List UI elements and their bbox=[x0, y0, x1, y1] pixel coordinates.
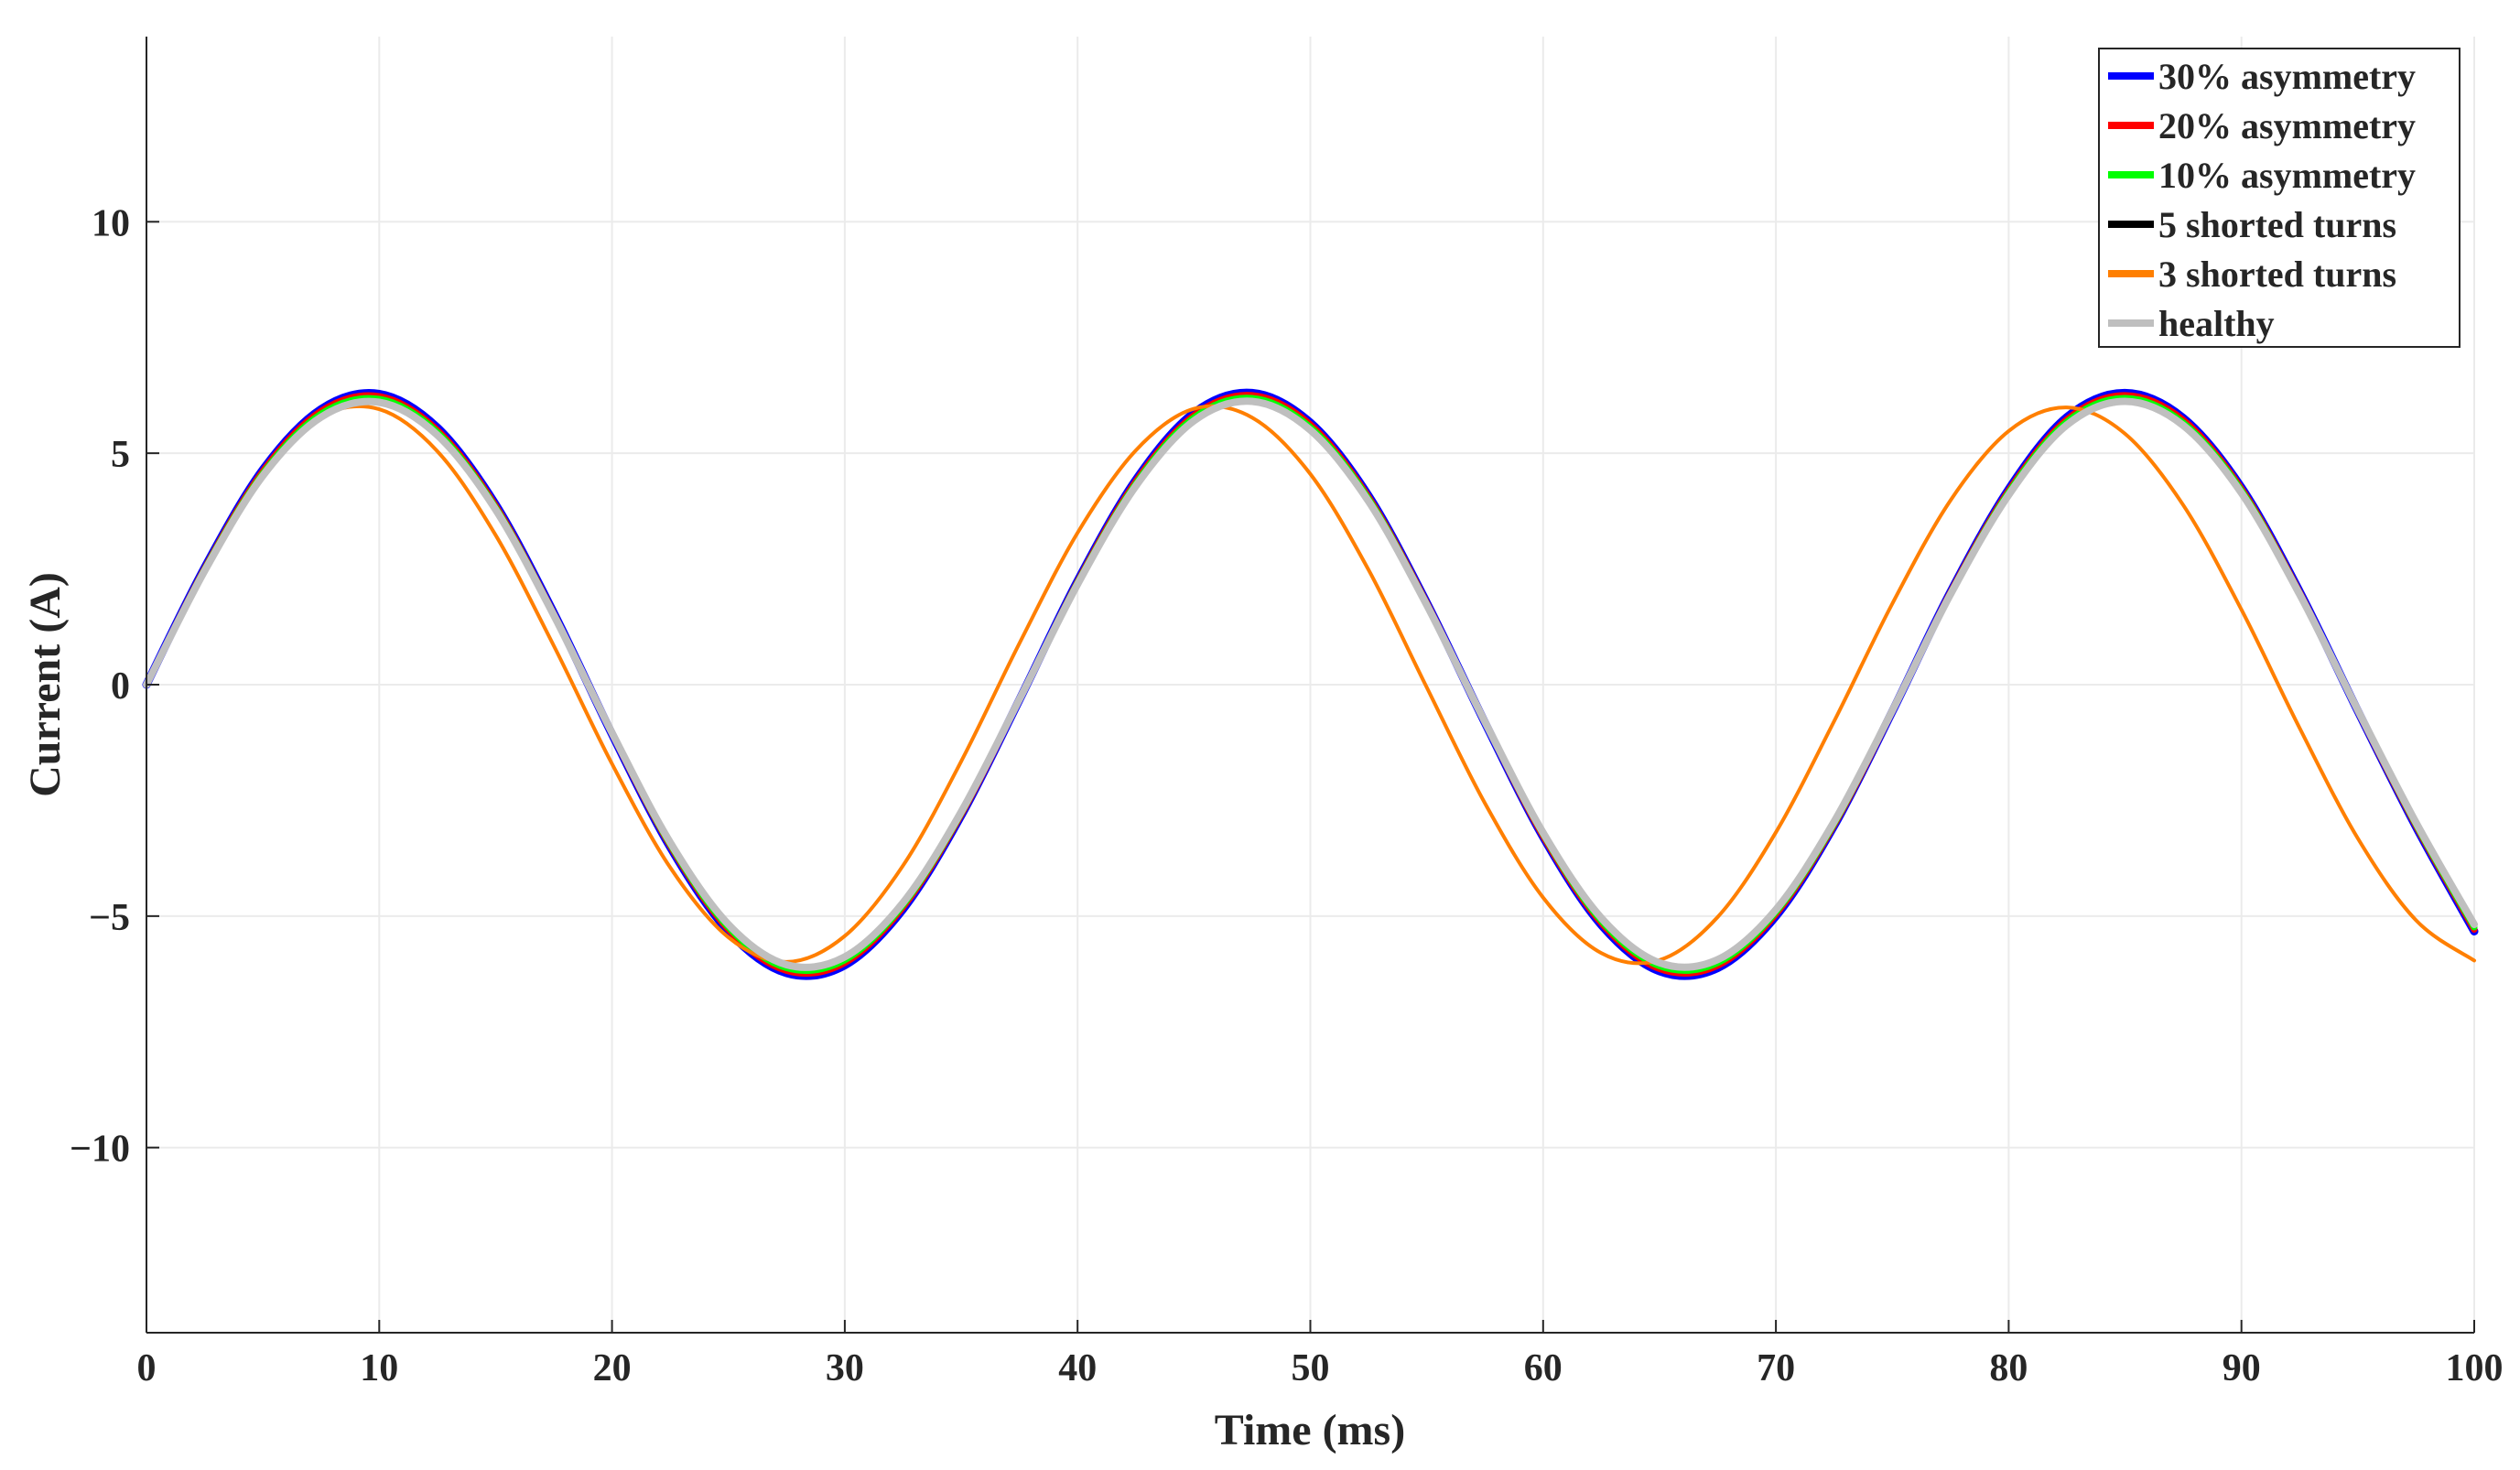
x-tick-label: 90 bbox=[2223, 1347, 2261, 1389]
legend-label-30-asymmetry: 30% asymmetry bbox=[2158, 56, 2416, 97]
x-tick-label: 20 bbox=[593, 1347, 632, 1389]
series-line-healthy bbox=[143, 397, 2478, 971]
legend-box bbox=[2098, 48, 2461, 348]
y-tick-label: 5 bbox=[111, 434, 130, 476]
x-tick-label: 0 bbox=[137, 1347, 157, 1389]
legend-label-20-asymmetry: 20% asymmetry bbox=[2158, 105, 2416, 146]
series-line-3-shorted-turns bbox=[145, 404, 2476, 966]
legend-label-10-asymmetry: 10% asymmetry bbox=[2158, 155, 2416, 196]
x-tick-label: 100 bbox=[2446, 1347, 2504, 1389]
x-tick-label: 70 bbox=[1757, 1347, 1795, 1389]
x-tick-label: 60 bbox=[1524, 1347, 1563, 1389]
x-tick-label: 10 bbox=[360, 1347, 398, 1389]
x-tick-label: 80 bbox=[1989, 1347, 2028, 1389]
y-axis-label: Current (A) bbox=[21, 572, 70, 797]
y-tick-label: −10 bbox=[70, 1129, 130, 1171]
y-ticks: −10 −5 0 5 10 bbox=[70, 202, 159, 1171]
x-tick-label: 40 bbox=[1058, 1347, 1097, 1389]
x-tick-label: 50 bbox=[1292, 1347, 1330, 1389]
series-lines bbox=[142, 388, 2479, 980]
y-tick-label: 0 bbox=[111, 665, 130, 708]
x-ticks: 0 10 20 30 40 50 60 70 80 90 100 bbox=[137, 1320, 2504, 1389]
x-axis-label: Time (ms) bbox=[1215, 1406, 1405, 1454]
legend-label-5-shorted-turns: 5 shorted turns bbox=[2158, 204, 2396, 245]
legend-label-healthy: healthy bbox=[2158, 303, 2275, 344]
legend: 30% asymmetry 20% asymmetry 10% asymmetry 5… bbox=[2098, 48, 2461, 348]
x-tick-label: 30 bbox=[826, 1347, 864, 1389]
y-tick-label: 10 bbox=[92, 202, 130, 244]
y-tick-label: −5 bbox=[89, 897, 130, 939]
legend-label-3-shorted-turns: 3 shorted turns bbox=[2158, 254, 2396, 295]
grid bbox=[146, 37, 2475, 1333]
